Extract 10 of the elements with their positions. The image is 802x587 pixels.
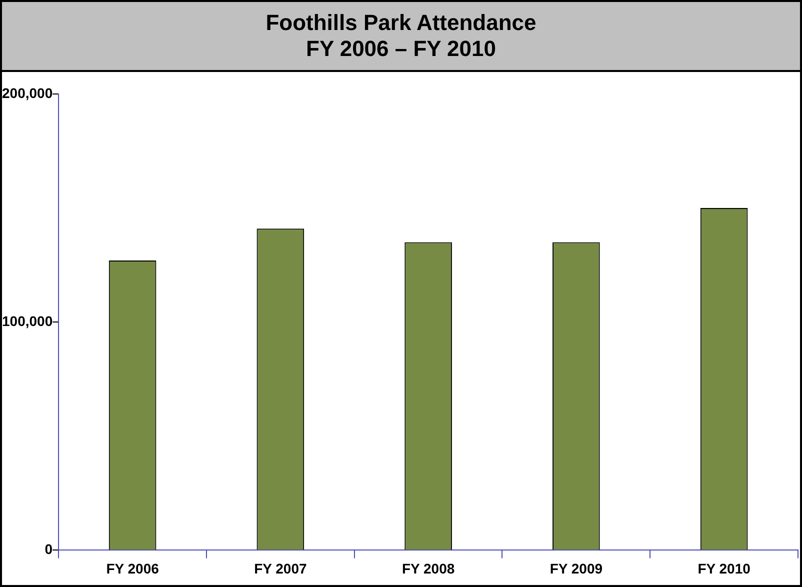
y-tick-label: 200,000 (2, 84, 53, 101)
y-tick-label: 0 (44, 541, 53, 558)
x-tick-label: FY 2010 (698, 560, 751, 576)
x-tick-label: FY 2008 (402, 560, 455, 576)
chart-title: Foothills Park Attendance (266, 10, 536, 36)
chart-subtitle: FY 2006 – FY 2010 (306, 36, 496, 62)
x-tick-label: FY 2009 (550, 560, 603, 576)
x-tick-label: FY 2007 (254, 560, 307, 576)
y-tick-label: 100,000 (2, 312, 53, 329)
x-tick-label: FY 2006 (106, 560, 160, 576)
